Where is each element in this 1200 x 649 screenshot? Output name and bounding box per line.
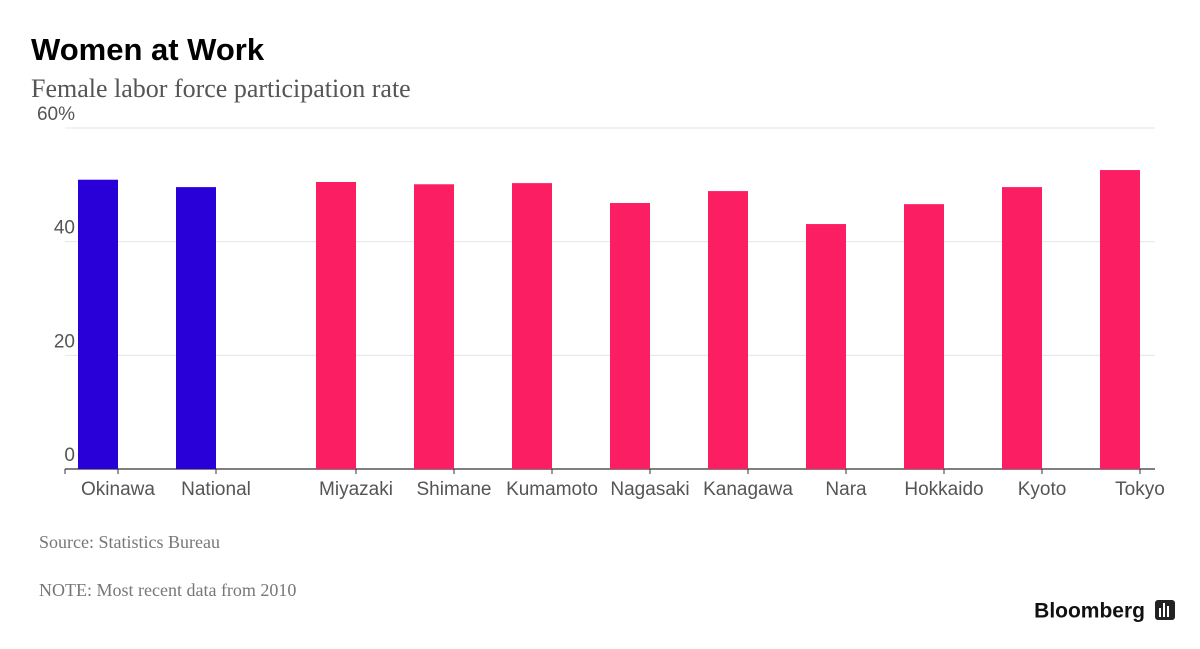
x-tick-label: Okinawa [81, 479, 155, 500]
x-tick-label: Hokkaido [904, 479, 983, 500]
bar [1100, 170, 1140, 469]
x-tick-label: Nagasaki [610, 479, 689, 500]
chart-subtitle: Female labor force participation rate [31, 74, 411, 103]
y-tick-label: 0 [64, 445, 75, 466]
x-tick-label: Kanagawa [703, 479, 793, 500]
bar [414, 184, 454, 469]
x-tick-label: Nara [825, 479, 867, 500]
bar [806, 224, 846, 469]
brand-logo [1155, 600, 1175, 620]
bar [1002, 187, 1042, 469]
bar [708, 191, 748, 469]
bar [610, 203, 650, 469]
x-tick-label: National [181, 479, 251, 500]
bar [316, 181, 356, 469]
y-tick-label: 60% [37, 104, 75, 125]
brand: Bloomberg [1034, 600, 1145, 623]
source: Source: Statistics Bureau [39, 532, 220, 552]
y-tick-label: 40 [54, 218, 75, 239]
bar [904, 204, 944, 469]
note: NOTE: Most recent data from 2010 [39, 580, 296, 600]
x-tick-label: Kumamoto [506, 479, 598, 500]
bar [512, 183, 552, 469]
chart-title: Women at Work [31, 32, 265, 67]
x-tick-label: Kyoto [1018, 479, 1067, 500]
bar [78, 179, 118, 470]
x-tick-label: Tokyo [1115, 479, 1165, 500]
bar [176, 187, 216, 469]
x-tick-label: Miyazaki [319, 479, 393, 500]
y-tick-label: 20 [54, 331, 75, 352]
x-tick-label: Shimane [417, 479, 492, 500]
